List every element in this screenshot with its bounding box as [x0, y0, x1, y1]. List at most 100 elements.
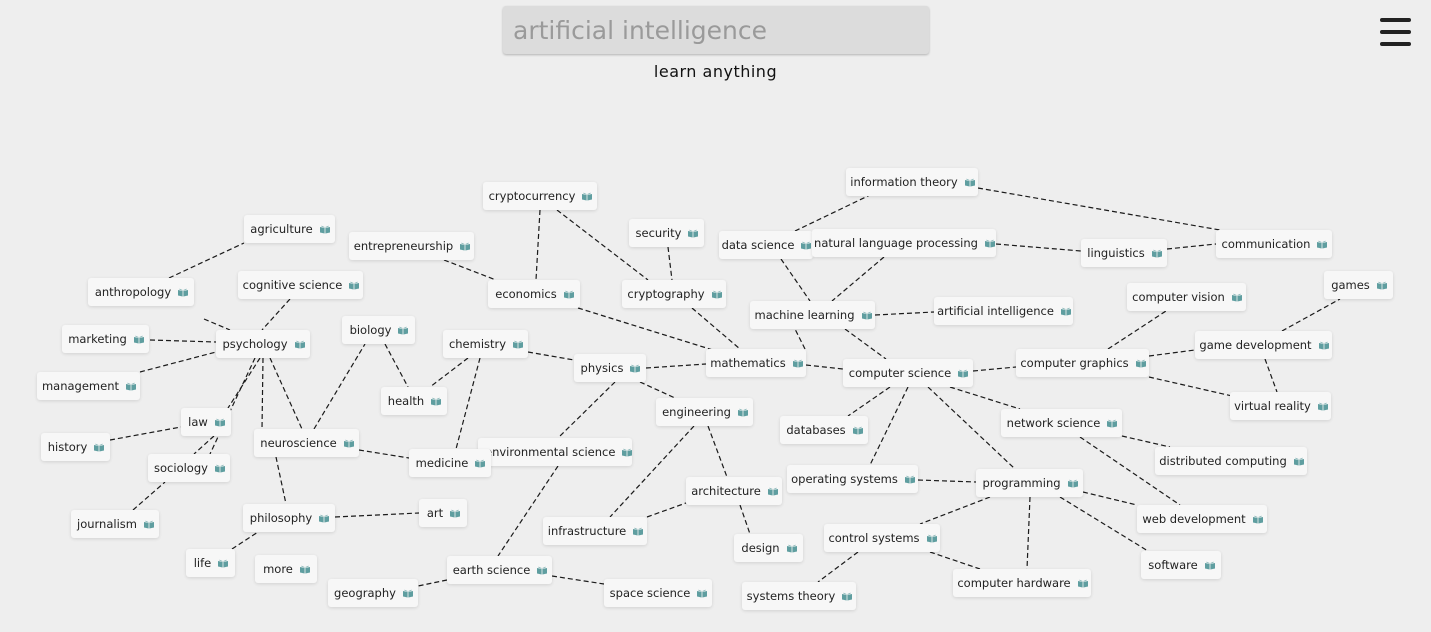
- node-control-systems[interactable]: control systems: [824, 524, 940, 552]
- node-geography[interactable]: geography: [328, 579, 418, 607]
- graph-edge: [334, 512, 420, 518]
- book-icon: [581, 192, 593, 201]
- book-icon: [319, 225, 331, 234]
- node-linguistics[interactable]: linguistics: [1081, 239, 1167, 267]
- node-law[interactable]: law: [181, 408, 231, 436]
- search-box[interactable]: [503, 6, 929, 54]
- book-icon: [964, 178, 976, 187]
- node-data-science[interactable]: data science: [719, 231, 813, 259]
- node-computer-hardware[interactable]: computer hardware: [953, 569, 1091, 597]
- node-programming[interactable]: programming: [976, 469, 1083, 497]
- node-history[interactable]: history: [41, 433, 110, 461]
- node-physics[interactable]: physics: [574, 354, 646, 382]
- node-software[interactable]: software: [1141, 551, 1221, 579]
- node-distributed-computing[interactable]: distributed computing: [1155, 447, 1307, 475]
- node-infrastructure[interactable]: infrastructure: [543, 517, 647, 545]
- graph-edge: [972, 366, 1017, 372]
- hamburger-menu-icon[interactable]: [1380, 18, 1411, 46]
- node-security[interactable]: security: [629, 219, 704, 247]
- node-biology[interactable]: biology: [342, 316, 415, 344]
- node-medicine[interactable]: medicine: [409, 449, 491, 477]
- graph-edge: [149, 339, 217, 343]
- graph-edge: [1026, 496, 1031, 570]
- node-neuroscience[interactable]: neuroscience: [254, 429, 359, 457]
- node-philosophy[interactable]: philosophy: [243, 504, 335, 532]
- graph-edge: [209, 357, 256, 455]
- graph-edge: [527, 351, 575, 361]
- node-architecture[interactable]: architecture: [686, 477, 782, 505]
- node-information-theory[interactable]: information theory: [846, 168, 978, 196]
- graph-edge: [1082, 491, 1138, 506]
- node-machine-learning[interactable]: machine learning: [750, 301, 875, 329]
- graph-edge: [1148, 376, 1233, 397]
- graph-edge: [780, 258, 811, 302]
- book-icon: [800, 241, 812, 250]
- book-icon: [1252, 515, 1264, 524]
- graph-edge: [193, 435, 215, 455]
- node-life[interactable]: life: [186, 549, 235, 577]
- node-game-development[interactable]: game development: [1195, 331, 1332, 359]
- node-agriculture[interactable]: agriculture: [244, 215, 335, 243]
- node-web-development[interactable]: web development: [1137, 505, 1267, 533]
- node-art[interactable]: art: [419, 499, 467, 527]
- graph-edge: [269, 357, 303, 430]
- node-artificial-intelligence[interactable]: artificial intelligence: [934, 297, 1073, 325]
- node-chemistry[interactable]: chemistry: [443, 330, 528, 358]
- node-databases[interactable]: databases: [780, 416, 868, 444]
- node-sociology[interactable]: sociology: [148, 454, 230, 482]
- node-games[interactable]: games: [1324, 271, 1393, 299]
- node-health[interactable]: health: [381, 387, 447, 415]
- node-earth-science[interactable]: earth science: [447, 556, 552, 584]
- node-design[interactable]: design: [734, 534, 803, 562]
- node-virtual-reality[interactable]: virtual reality: [1230, 392, 1331, 420]
- graph-edge: [109, 426, 182, 441]
- node-marketing[interactable]: marketing: [62, 325, 149, 353]
- node-operating-systems[interactable]: operating systems: [787, 465, 918, 493]
- book-icon: [1067, 479, 1079, 488]
- graph-edge: [551, 575, 605, 585]
- node-environmental-science[interactable]: environmental science: [478, 438, 632, 466]
- book-icon: [841, 592, 853, 601]
- node-management[interactable]: management: [37, 372, 140, 400]
- node-computer-vision[interactable]: computer vision: [1127, 283, 1246, 311]
- node-communication[interactable]: communication: [1216, 230, 1332, 258]
- graph-edge: [645, 363, 707, 369]
- node-entrepreneurship[interactable]: entrepreneurship: [349, 232, 474, 260]
- graph-edge: [577, 307, 714, 351]
- book-icon: [1204, 561, 1216, 570]
- node-anthropology[interactable]: anthropology: [88, 278, 194, 306]
- node-mathematics[interactable]: mathematics: [706, 349, 806, 377]
- book-icon: [1318, 341, 1330, 350]
- book-icon: [474, 459, 486, 468]
- node-more[interactable]: more: [255, 555, 317, 583]
- graph-edge: [1166, 243, 1217, 250]
- node-psychology[interactable]: psychology: [216, 330, 310, 358]
- graph-edge: [1264, 358, 1278, 393]
- book-icon: [299, 565, 311, 574]
- node-space-science[interactable]: space science: [604, 579, 712, 607]
- graph-edge: [1059, 496, 1149, 552]
- book-icon: [536, 566, 548, 575]
- book-icon: [1317, 402, 1329, 411]
- node-computer-science[interactable]: computer science: [843, 359, 973, 387]
- graph-edge: [313, 343, 366, 430]
- graph-edge: [919, 496, 991, 525]
- graph-edge: [535, 209, 541, 281]
- book-icon: [1316, 240, 1328, 249]
- book-icon: [318, 514, 330, 523]
- graph-edge: [139, 351, 217, 373]
- book-icon: [143, 520, 155, 529]
- node-cognitive-science[interactable]: cognitive science: [238, 271, 363, 299]
- node-economics[interactable]: economics: [488, 280, 580, 308]
- book-icon: [177, 288, 189, 297]
- node-computer-graphics[interactable]: computer graphics: [1016, 349, 1149, 377]
- node-natural-language-processing[interactable]: natural language processing: [812, 229, 996, 257]
- node-cryptography[interactable]: cryptography: [622, 280, 726, 308]
- node-journalism[interactable]: journalism: [71, 510, 159, 538]
- node-engineering[interactable]: engineering: [656, 398, 753, 426]
- node-cryptocurrency[interactable]: cryptocurrency: [483, 182, 597, 210]
- node-network-science[interactable]: network science: [1001, 409, 1122, 437]
- node-systems-theory[interactable]: systems theory: [742, 582, 856, 610]
- search-input[interactable]: [503, 6, 929, 54]
- book-icon: [1293, 457, 1305, 466]
